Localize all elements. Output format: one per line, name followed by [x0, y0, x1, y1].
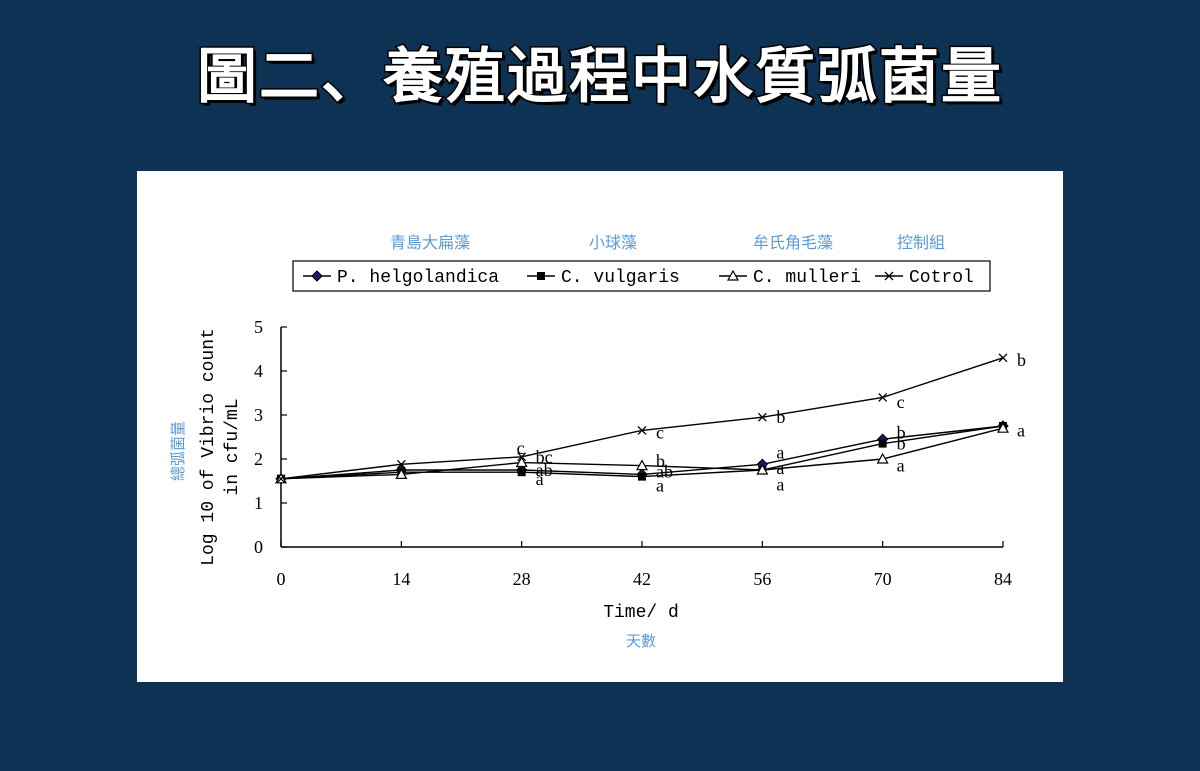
- significance-letter: c: [656, 423, 664, 443]
- significance-letter: c: [897, 392, 905, 412]
- legend-marker-x: [884, 271, 894, 281]
- data-point-x: [396, 459, 406, 469]
- significance-letter: a: [656, 475, 664, 495]
- legend-label: P. helgolandica: [337, 268, 499, 288]
- y-tick-label: 2: [254, 449, 263, 469]
- x-tick-label: 42: [633, 569, 651, 589]
- y-tick-label: 3: [254, 405, 263, 425]
- zh-label-mulleri: 牟氏角毛藻: [753, 233, 833, 252]
- data-point-triangle: [876, 452, 889, 464]
- legend-box: [292, 260, 991, 292]
- x-tick-label: 14: [392, 569, 410, 589]
- significance-letter: a: [776, 475, 784, 495]
- significance-letter: b: [1017, 350, 1026, 370]
- zh-label-vulgaris: 小球藻: [589, 233, 637, 252]
- data-point-x: [637, 425, 647, 435]
- legend-item-mulleri: C. mulleri: [719, 268, 861, 288]
- vibrio-line-chart: 青島大扁藻 小球藻 牟氏角毛藻 控制組 P. helgolandica C. vu…: [169, 233, 1026, 650]
- data-point-x: [878, 392, 888, 402]
- y-axis-label-line1: Log 10 of Vibrio count: [199, 328, 219, 566]
- legend-marker-square: [537, 272, 545, 280]
- legend-label: C. mulleri: [753, 268, 861, 288]
- significance-letter: b: [776, 407, 785, 427]
- y-tick-label: 1: [254, 493, 263, 513]
- data-point-x: [757, 412, 767, 422]
- data-point-square: [638, 472, 646, 481]
- y-tick-label: 4: [254, 361, 263, 381]
- legend-label: Cotrol: [909, 268, 974, 288]
- legend-label: C. vulgaris: [561, 268, 680, 288]
- significance-letter: c: [517, 438, 525, 458]
- x-tick-label: 0: [277, 569, 286, 589]
- x-tick-label: 28: [513, 569, 531, 589]
- x-tick-label: 84: [994, 569, 1012, 589]
- significance-letter: bc: [536, 447, 553, 467]
- data-point-triangle: [515, 456, 528, 468]
- legend-marker-triangle: [726, 269, 740, 281]
- legend-item-vulgaris: C. vulgaris: [527, 268, 680, 288]
- data-point-x: [276, 474, 286, 484]
- zh-label-helgolandica: 青島大扁藻: [390, 233, 470, 252]
- legend-marker-diamond: [311, 270, 323, 282]
- y-tick-label: 0: [254, 537, 263, 557]
- significance-letter: b: [656, 451, 665, 471]
- data-point-triangle: [756, 463, 769, 475]
- y-axis-label-line2: in cfu/mL: [223, 398, 243, 495]
- zh-xlabel: 天數: [626, 632, 656, 650]
- data-point-x: [998, 353, 1008, 363]
- zh-ylabel: 總弧菌量: [169, 421, 187, 481]
- data-point-x: [517, 452, 527, 462]
- significance-letter: a: [897, 456, 905, 476]
- significance-letter: a: [536, 469, 544, 489]
- data-point-triangle: [635, 459, 649, 471]
- data-point-square: [878, 439, 887, 448]
- data-point-triangle: [395, 468, 408, 479]
- legend-item-control: Cotrol: [875, 268, 974, 288]
- y-tick-label: 5: [254, 317, 263, 337]
- significance-letter: b: [897, 423, 906, 443]
- significance-letter: a: [776, 458, 784, 478]
- data-point-triangle: [996, 421, 1010, 433]
- legend-item-helgolandica: P. helgolandica: [303, 268, 499, 288]
- slide-title: 圖二、養殖過程中水質弧菌量: [196, 41, 1003, 114]
- significance-letter: a: [776, 442, 784, 462]
- significance-letter: b: [897, 434, 906, 454]
- significance-letter: a: [1017, 420, 1025, 440]
- x-axis-label: Time/ d: [603, 603, 679, 623]
- chart-figure: 青島大扁藻 小球藻 牟氏角毛藻 控制組 P. helgolandica C. vu…: [137, 171, 1063, 682]
- x-tick-label: 56: [753, 569, 771, 589]
- zh-label-control: 控制組: [897, 233, 945, 252]
- x-tick-label: 70: [874, 569, 892, 589]
- legend: P. helgolandica C. vulgaris C. mulleri Cotr…: [292, 260, 991, 292]
- significance-letter: ab: [536, 460, 553, 480]
- significance-letter: ab: [656, 461, 673, 481]
- data-point-square: [517, 468, 526, 477]
